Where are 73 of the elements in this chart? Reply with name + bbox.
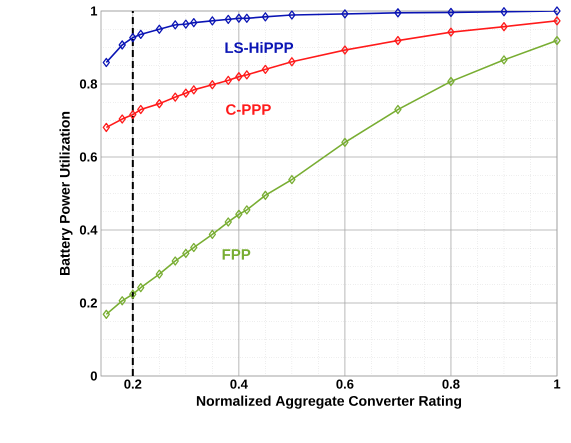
point	[129, 32, 136, 42]
point	[447, 76, 455, 86]
point	[208, 16, 216, 26]
point	[172, 256, 179, 266]
y-tick-label: 0.4	[80, 225, 98, 235]
point	[156, 99, 163, 108]
point	[553, 36, 561, 46]
x-tick-label: 0.4	[230, 380, 248, 389]
point	[243, 14, 250, 23]
series-label: C-PPP	[226, 104, 271, 115]
point	[500, 55, 508, 65]
point	[500, 22, 508, 32]
point	[102, 58, 110, 68]
point	[182, 19, 190, 29]
y-axis-title: Battery Power Utilization	[59, 112, 73, 276]
y-tick-label: 0.6	[80, 152, 97, 162]
point	[182, 248, 190, 258]
point	[224, 14, 232, 24]
point	[235, 72, 243, 82]
point	[182, 88, 190, 98]
point	[288, 174, 296, 184]
point	[156, 24, 163, 34]
point	[208, 230, 216, 240]
point	[341, 9, 349, 19]
point	[447, 8, 455, 18]
point	[137, 104, 144, 114]
point	[243, 205, 250, 215]
y-tick-label: 0	[90, 371, 97, 381]
point	[288, 10, 296, 20]
point	[137, 283, 144, 292]
point	[102, 310, 110, 319]
point	[553, 16, 561, 26]
x-tick-label: 1	[554, 380, 560, 388]
point	[190, 18, 198, 28]
point	[235, 14, 243, 23]
point	[190, 85, 198, 94]
point	[262, 190, 270, 200]
point	[243, 70, 250, 80]
x-tick-label: 0.2	[124, 380, 142, 389]
x-tick-label: 0.8	[442, 380, 460, 389]
point	[208, 80, 216, 90]
x-axis-title: Normalized Aggregate Converter Rating	[196, 396, 462, 409]
point	[341, 138, 349, 148]
point	[262, 64, 270, 74]
point	[447, 28, 455, 37]
y-tick-label: 0.2	[80, 298, 97, 308]
point	[224, 217, 232, 227]
point	[394, 8, 402, 18]
point	[235, 210, 243, 219]
point	[137, 30, 144, 39]
series-label: LS-HiPPP	[225, 42, 294, 53]
point	[118, 114, 126, 124]
point	[129, 290, 136, 299]
y-tick-label: 0.8	[80, 79, 98, 89]
point	[224, 76, 232, 85]
point	[172, 92, 179, 102]
point	[394, 36, 402, 46]
point	[288, 57, 296, 66]
point	[553, 6, 561, 16]
point	[102, 122, 110, 132]
point	[118, 296, 126, 306]
point	[190, 242, 198, 252]
point	[129, 110, 136, 120]
series-label: FPP	[222, 249, 250, 260]
point	[118, 40, 126, 50]
point	[394, 104, 402, 114]
point	[262, 12, 270, 22]
point	[156, 270, 163, 279]
x-tick-label: 0.6	[336, 380, 354, 389]
y-tick-label: 1	[91, 6, 98, 16]
point	[341, 45, 349, 55]
point	[172, 20, 179, 30]
point	[500, 7, 508, 16]
